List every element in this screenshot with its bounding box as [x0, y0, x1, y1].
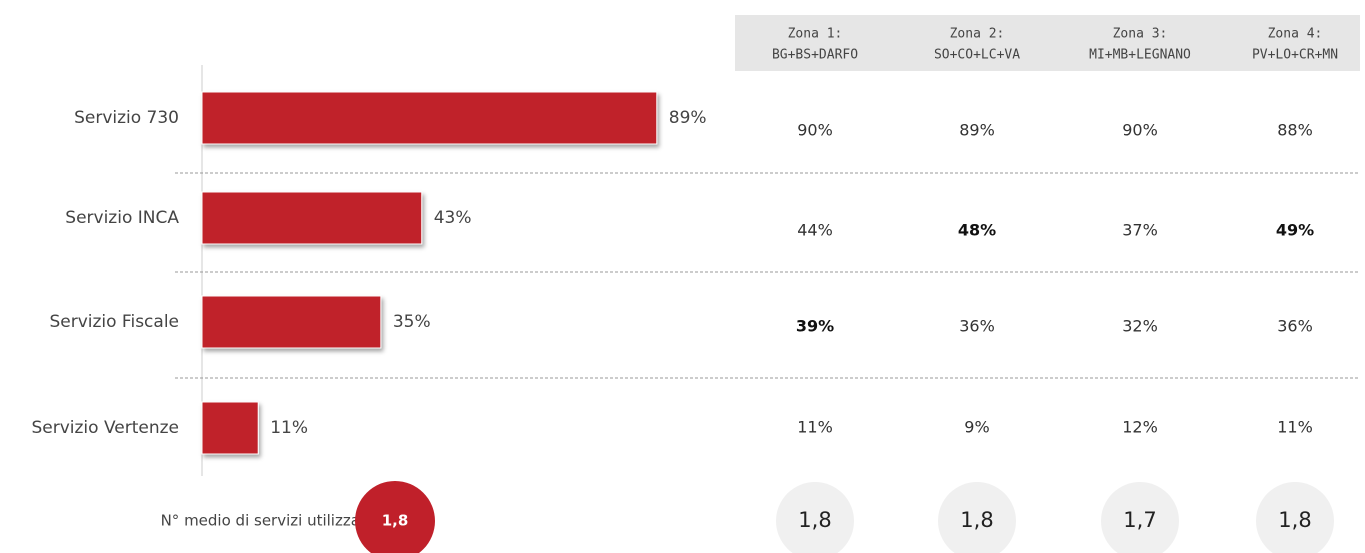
category-label: Servizio 730	[74, 108, 179, 128]
zone-value: 48%	[958, 221, 996, 240]
zone-area: PV+LO+CR+MN	[1252, 48, 1338, 63]
zone-value: 39%	[796, 317, 834, 336]
zone-value: 11%	[1277, 418, 1313, 437]
zone-value: 36%	[1277, 317, 1313, 336]
zone-area: SO+CO+LC+VA	[934, 48, 1020, 63]
bar	[201, 91, 658, 145]
zone-average: 1,8	[798, 508, 831, 532]
zone-value: 9%	[964, 418, 989, 437]
header-band	[735, 15, 1360, 71]
zone-value: 89%	[959, 121, 995, 140]
bar	[201, 401, 259, 455]
zone-average-badge	[1101, 482, 1179, 553]
value-label: 89%	[669, 108, 707, 128]
zone-area: MI+MB+LEGNANO	[1089, 48, 1191, 63]
average-badge	[355, 481, 435, 553]
zone-value: 11%	[797, 418, 833, 437]
zone-value: 36%	[959, 317, 995, 336]
zone-name: Zona 3:	[1113, 27, 1168, 42]
zone-average: 1,8	[960, 508, 993, 532]
bar	[201, 295, 382, 349]
zone-value: 44%	[797, 221, 833, 240]
value-label: 43%	[434, 208, 472, 228]
zone-area: BG+BS+DARFO	[772, 48, 858, 63]
bar	[201, 191, 423, 245]
zone-value: 88%	[1277, 121, 1313, 140]
zone-average: 1,8	[1278, 508, 1311, 532]
zone-name: Zona 1:	[788, 27, 843, 42]
category-label: Servizio INCA	[65, 208, 179, 228]
zone-value: 37%	[1122, 221, 1158, 240]
value-label: 35%	[393, 312, 431, 332]
average-label: N° medio di servizi utilizzati:	[161, 512, 375, 530]
category-label: Servizio Vertenze	[31, 418, 179, 438]
zone-value: 90%	[797, 121, 833, 140]
zone-value: 90%	[1122, 121, 1158, 140]
zone-average: 1,7	[1123, 508, 1156, 532]
category-label: Servizio Fiscale	[49, 312, 179, 332]
value-label: 11%	[270, 418, 308, 438]
zone-value: 12%	[1122, 418, 1158, 437]
zone-average-badge	[938, 482, 1016, 553]
average-value: 1,8	[382, 512, 409, 530]
zone-value: 49%	[1276, 221, 1314, 240]
zone-average-badge	[1256, 482, 1334, 553]
zone-name: Zona 4:	[1268, 27, 1323, 42]
zone-value: 32%	[1122, 317, 1158, 336]
zone-average-badge	[776, 482, 854, 553]
zone-name: Zona 2:	[950, 27, 1005, 42]
